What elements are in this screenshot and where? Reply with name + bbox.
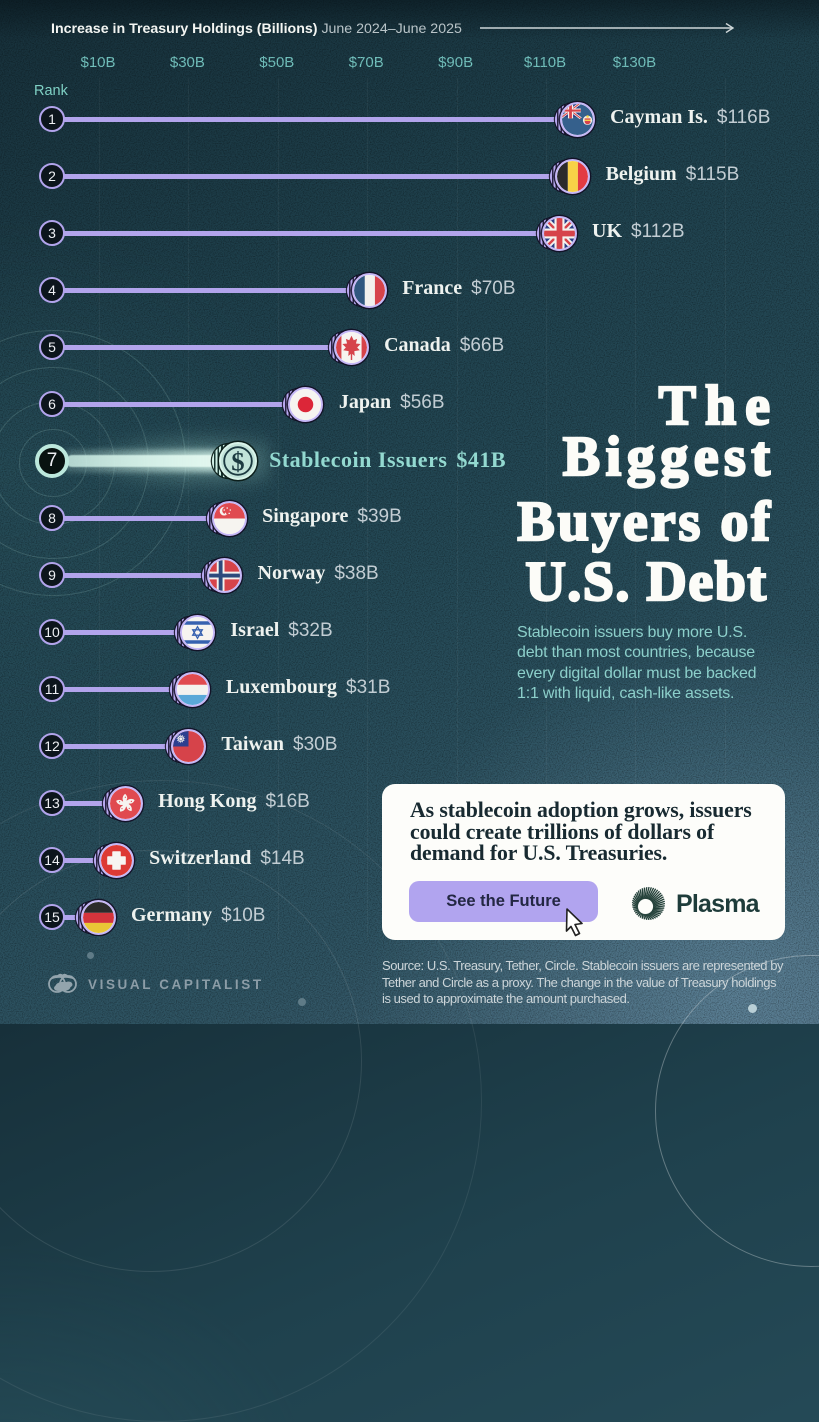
svg-text:$: $: [231, 446, 244, 476]
